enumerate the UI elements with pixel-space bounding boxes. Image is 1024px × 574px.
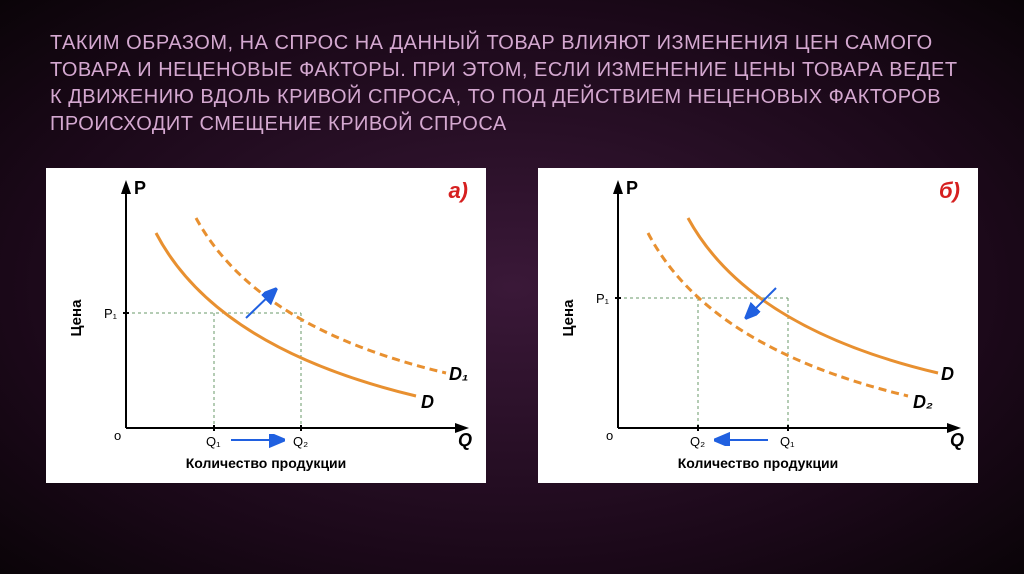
chart-b-p-label: P xyxy=(626,178,638,198)
chart-a-curve-d1 xyxy=(196,218,446,373)
chart-b: б) P Q Цена Количество продукции P₁ xyxy=(538,168,978,483)
chart-a-svg: P Q Цена Количество продукции P₁ Q₁ Q₂ o… xyxy=(46,168,486,483)
chart-a-curve-d xyxy=(156,233,416,396)
chart-b-curve-d2 xyxy=(648,233,908,396)
chart-b-y-title: Цена xyxy=(560,299,577,337)
chart-a-shift-arrow xyxy=(246,291,274,318)
chart-a-p1: P₁ xyxy=(104,306,118,321)
chart-a-d1-label: D₁ xyxy=(449,364,468,384)
chart-a: а) P Q Цена Количество продукции P₁ xyxy=(46,168,486,483)
chart-a-q2: Q₂ xyxy=(293,434,308,449)
slide-title: ТАКИМ ОБРАЗОМ, НА СПРОС НА ДАННЫЙ ТОВАР … xyxy=(0,0,1024,158)
chart-b-tag: б) xyxy=(939,178,960,204)
chart-a-y-title: Цена xyxy=(68,299,85,337)
chart-b-q1: Q₁ xyxy=(780,434,795,449)
chart-a-d-label: D xyxy=(421,392,434,412)
chart-b-q-label: Q xyxy=(950,430,964,450)
svg-text:o: o xyxy=(114,428,121,443)
chart-a-x-title: Количество продукции xyxy=(186,455,347,471)
chart-a-tag: а) xyxy=(448,178,468,204)
chart-a-q-label: Q xyxy=(458,430,472,450)
chart-b-d2-label: D₂ xyxy=(913,392,933,412)
chart-b-q2: Q₂ xyxy=(690,434,705,449)
chart-b-d-label: D xyxy=(941,364,954,384)
chart-b-curve-d xyxy=(688,218,938,373)
chart-a-q1: Q₁ xyxy=(206,434,221,449)
chart-a-p-label: P xyxy=(134,178,146,198)
chart-b-svg: P Q Цена Количество продукции P₁ Q₁ Q₂ o… xyxy=(538,168,978,483)
chart-b-x-title: Количество продукции xyxy=(678,455,839,471)
svg-text:o: o xyxy=(606,428,613,443)
charts-container: а) P Q Цена Количество продукции P₁ xyxy=(0,158,1024,483)
chart-b-p1: P₁ xyxy=(596,291,610,306)
